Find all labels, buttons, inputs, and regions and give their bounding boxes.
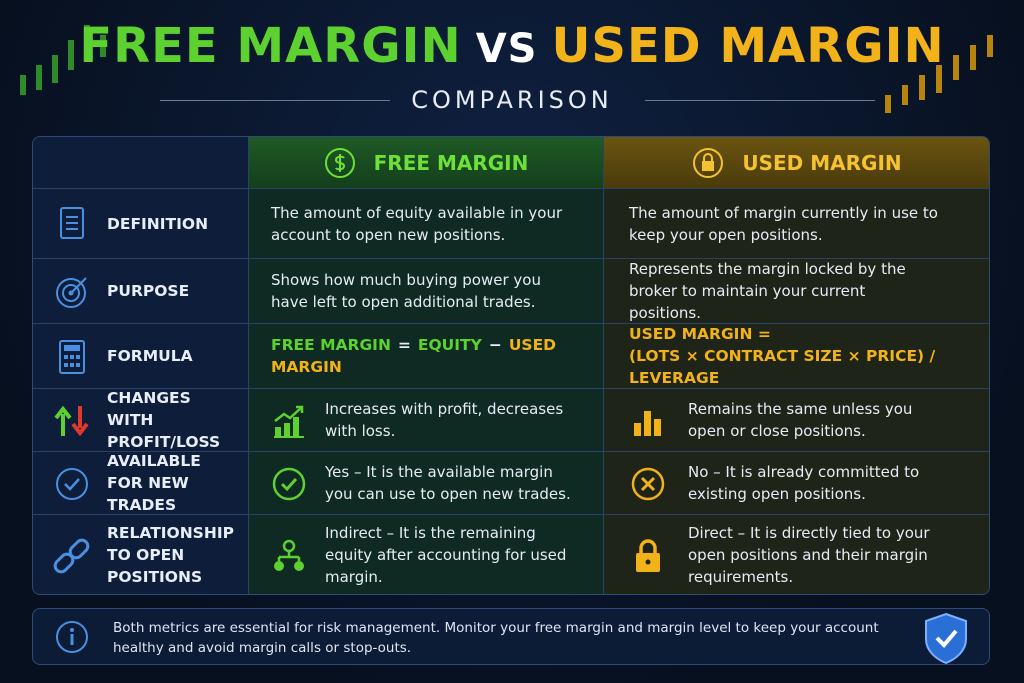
label-text: FORMULA: [107, 347, 193, 365]
used-cell: Remains the same unless you open or clos…: [604, 389, 989, 452]
subtitle: COMPARISON: [411, 86, 613, 114]
row-icon: [53, 537, 91, 575]
formula-part: USED MARGIN: [271, 336, 557, 376]
cell-icon: [630, 403, 666, 439]
icon: [631, 467, 665, 500]
dollar-icon: [324, 147, 355, 178]
label-text: CHANGES WITH PROFIT/LOSS: [107, 389, 221, 451]
formula-part: FREE MARGIN: [271, 336, 391, 354]
cell-text: Indirect – It is the remaining equity af…: [325, 524, 567, 586]
cell-text: Increases with profit, decreases with lo…: [325, 400, 564, 440]
label-text: RELATIONSHIP TO OPEN POSITIONS: [107, 524, 234, 586]
icon: [634, 410, 661, 436]
row-icon: [53, 273, 91, 311]
corner: [33, 137, 249, 189]
cell-icon: [271, 403, 307, 439]
used-cell: No – It is already committed to existing…: [604, 452, 989, 515]
cell-text: Direct – It is directly tied to your ope…: [688, 524, 930, 586]
cell-icon: [630, 538, 666, 574]
cell-text: The amount of equity available in your a…: [271, 203, 563, 244]
title-right: USED MARGIN: [551, 18, 945, 74]
rule: [160, 100, 390, 101]
used-cell: USED MARGIN = (LOTS × CONTRACT SIZE × PRI…: [604, 323, 989, 389]
comparison-table: FREE MARGIN USED MARGIN DEFINITION The amou…: [32, 136, 990, 595]
used-cell: The amount of margin currently in use to…: [604, 189, 989, 259]
formula: USED MARGIN = (LOTS × CONTRACT SIZE × PRI…: [629, 323, 989, 389]
free-cell: Shows how much buying power you have lef…: [249, 259, 604, 324]
free-cell: Indirect – It is the remaining equity af…: [249, 515, 604, 594]
icon: [636, 538, 660, 572]
label-text: DEFINITION: [107, 214, 209, 233]
formula-part: EQUITY: [417, 336, 482, 354]
rule: [645, 100, 875, 101]
free-cell: FREE MARGIN = EQUITY − USED MARGIN: [249, 324, 604, 389]
title-left: FREE MARGIN: [79, 18, 462, 74]
icon: [56, 276, 87, 308]
icon: [60, 207, 84, 239]
row-label: FORMULA: [33, 324, 249, 389]
cell-text: Shows how much buying power you have lef…: [271, 271, 541, 311]
row-label: AVAILABLE FOR NEW TRADES: [33, 452, 249, 515]
row-label: DEFINITION: [33, 189, 249, 259]
column-header: FREE MARGIN: [373, 150, 529, 175]
row-label: CHANGES WITH PROFIT/LOSS: [33, 389, 249, 452]
label-text: PURPOSE: [107, 282, 190, 300]
cell-text: The amount of margin currently in use to…: [629, 203, 938, 244]
icon: [59, 339, 85, 374]
cell-text: Remains the same unless you open or clos…: [688, 400, 913, 440]
free-cell: The amount of equity available in your a…: [249, 189, 604, 259]
used-header: USED MARGIN: [604, 137, 989, 189]
free-cell: Increases with profit, decreases with lo…: [249, 389, 604, 452]
row-icon: [53, 402, 91, 440]
free-header: FREE MARGIN: [249, 137, 604, 189]
label-text: AVAILABLE FOR NEW TRADES: [107, 452, 201, 514]
formula: FREE MARGIN = EQUITY − USED MARGIN: [271, 334, 603, 378]
used-cell: Represents the margin locked by the brok…: [604, 259, 989, 324]
row-label: RELATIONSHIP TO OPEN POSITIONS: [33, 515, 249, 594]
cell-text: No – It is already committed to existing…: [688, 463, 920, 503]
cell-text: Yes – It is the available margin you can…: [325, 463, 571, 503]
title: FREE MARGIN VS USED MARGIN: [0, 18, 1024, 74]
info-icon: [56, 621, 88, 653]
icon: [274, 539, 304, 571]
formula-part: (LOTS × CONTRACT SIZE × PRICE) / LEVERAG…: [629, 347, 936, 387]
icon: [53, 538, 90, 573]
cell-icon: [630, 466, 666, 502]
icon: [56, 467, 88, 500]
icon: [272, 467, 306, 500]
cell-text: Represents the margin locked by the brok…: [629, 260, 906, 322]
cell-icon: [271, 538, 307, 574]
icon: [54, 405, 89, 436]
icon: [274, 405, 304, 438]
formula-part: −: [488, 336, 502, 354]
row-icon: [53, 465, 91, 503]
candles-left: [20, 25, 106, 95]
formula-part: USED MARGIN =: [629, 325, 771, 343]
row-icon: [53, 205, 91, 243]
used-cell: Direct – It is directly tied to your ope…: [604, 515, 989, 594]
candles-right: [885, 35, 993, 113]
free-cell: Yes – It is the available margin you can…: [249, 452, 604, 515]
row-icon: [53, 338, 91, 376]
shield-icon: [925, 612, 967, 665]
formula-part: =: [397, 336, 411, 354]
lock-icon: [693, 147, 724, 178]
column-header: USED MARGIN: [742, 150, 902, 175]
cell-icon: [271, 466, 307, 502]
title-vs: VS: [475, 26, 538, 72]
footer-note: Both metrics are essential for risk mana…: [32, 608, 990, 665]
row-label: PURPOSE: [33, 259, 249, 324]
note-text: Both metrics are essential for risk mana…: [113, 620, 879, 656]
